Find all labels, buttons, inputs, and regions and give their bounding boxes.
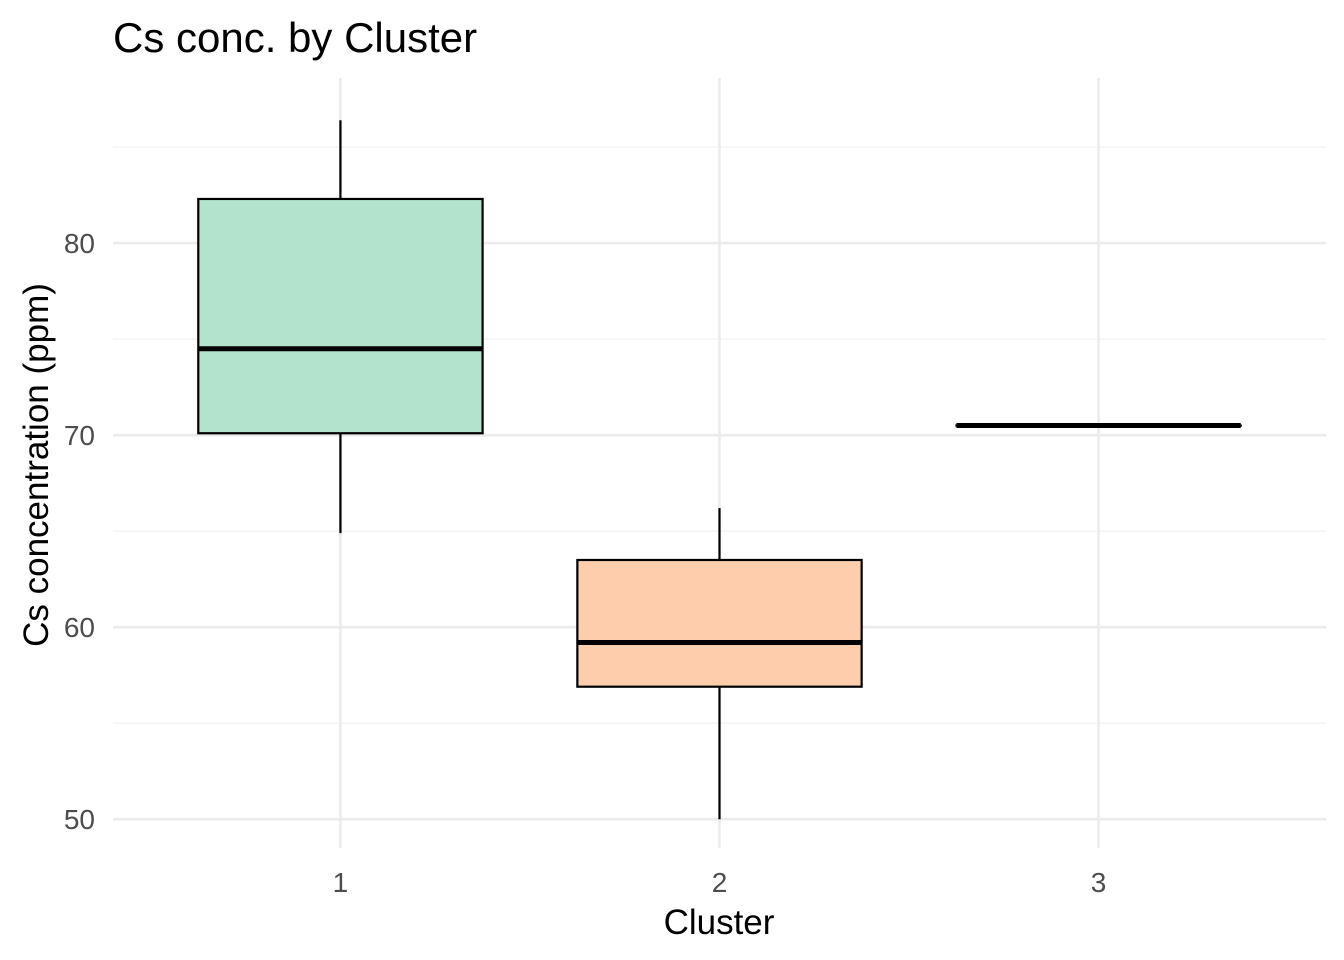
y-tick-label: 50 bbox=[64, 804, 95, 835]
y-axis-title: Cs concentration (ppm) bbox=[17, 283, 56, 647]
box-iqr bbox=[576, 558, 863, 688]
x-tick-label: 2 bbox=[712, 867, 728, 898]
y-tick-label: 70 bbox=[64, 420, 95, 451]
box-group-1 bbox=[197, 120, 484, 534]
chart-title: Cs conc. by Cluster bbox=[113, 14, 477, 61]
x-tick-label: 3 bbox=[1091, 867, 1107, 898]
x-tick-label: 1 bbox=[333, 867, 349, 898]
y-tick-label: 60 bbox=[64, 612, 95, 643]
y-tick-label: 80 bbox=[64, 228, 95, 259]
box-iqr bbox=[197, 197, 484, 435]
box-group-2 bbox=[576, 508, 863, 820]
x-axis-ticks: 1 2 3 bbox=[333, 867, 1107, 898]
boxes bbox=[197, 120, 1242, 820]
x-axis-title: Cluster bbox=[664, 903, 775, 942]
y-axis-ticks: 50 60 70 80 bbox=[64, 228, 95, 835]
